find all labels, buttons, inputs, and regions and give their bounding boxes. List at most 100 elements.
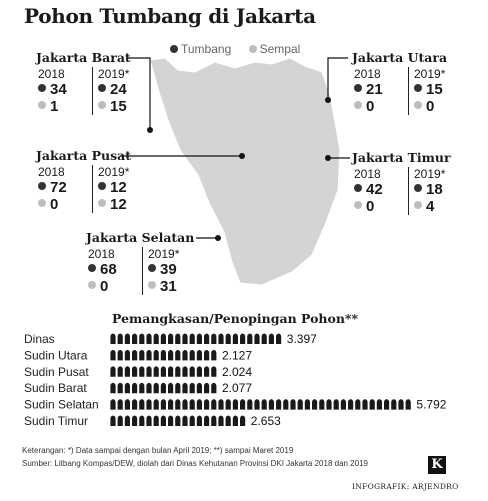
tumbang-value: 42 (354, 181, 408, 198)
light-dot-icon (354, 101, 362, 109)
bar-value-label: 3.397 (287, 332, 317, 346)
region-name: Jakarta Barat (36, 50, 131, 65)
tree-icon (211, 366, 217, 377)
tree-icon (355, 399, 361, 410)
tree-icon (146, 366, 152, 377)
sempal-value: 4 (414, 198, 468, 215)
tree-icon (254, 333, 260, 344)
tree-icon (239, 415, 246, 426)
year-2018-column: 2018 21 0 (352, 67, 408, 115)
tree-icon (203, 366, 210, 377)
tree-icon (117, 366, 123, 377)
map-shape (149, 57, 341, 286)
light-dot-icon (98, 101, 106, 109)
bar-value-label: 2.077 (222, 381, 252, 395)
note-keterangan: Keterangan: *) Data sampai dengan bulan … (22, 446, 294, 455)
map-marker-utara (325, 97, 331, 103)
region-jakarta-utara: Jakarta Utara 2018 21 0 2019* 15 0 (352, 50, 472, 115)
bar-value-label: 2.024 (222, 365, 252, 379)
tree-icon (167, 382, 174, 394)
tree-icon (167, 349, 174, 361)
year-label: 2019* (98, 165, 130, 179)
region-name: Jakarta Timur (352, 150, 451, 165)
tumbang-value: 12 (98, 179, 152, 196)
year-2018-column: 2018 68 0 (86, 247, 142, 295)
tree-icon (203, 415, 210, 426)
tree-icon (211, 333, 217, 344)
tree-icon (182, 415, 188, 426)
tree-icon (333, 399, 339, 410)
bar (110, 415, 246, 426)
tree-icon (304, 399, 311, 410)
tree-icon (225, 333, 231, 344)
tree-icon (225, 399, 231, 410)
tree-icon (153, 382, 159, 394)
year-2019-column: 2019* 18 4 (408, 167, 468, 215)
tree-icon (347, 399, 354, 410)
legend-sempal: Sempal (248, 42, 300, 56)
light-dot-icon (38, 199, 46, 207)
sempal-value: 12 (98, 196, 152, 213)
tree-icon (175, 349, 181, 361)
tree-icon (131, 415, 138, 426)
year-2018-column: 2018 72 0 (36, 165, 92, 213)
bar (110, 399, 411, 410)
year-2018-column: 2018 34 1 (36, 67, 92, 115)
tree-icon (117, 415, 123, 426)
tree-icon (139, 382, 145, 394)
tree-icon (160, 382, 167, 394)
bar-category-label: Dinas (24, 332, 55, 346)
bar (110, 382, 217, 394)
tree-icon (326, 399, 332, 410)
tree-icon (131, 382, 138, 394)
dark-dot-icon (98, 182, 106, 190)
tree-icon (203, 333, 210, 344)
tree-icon (268, 399, 275, 410)
tree-icon (131, 366, 138, 377)
sempal-value: 0 (414, 98, 468, 115)
tree-icon (290, 399, 296, 410)
tree-icon (218, 333, 224, 344)
tree-icon (261, 399, 267, 410)
tumbang-value: 72 (38, 179, 92, 196)
tree-icon (153, 415, 159, 426)
tree-icon (383, 399, 390, 410)
bar-value-label: 2.127 (222, 348, 252, 362)
tree-icon (139, 333, 145, 344)
sempal-value: 0 (354, 98, 408, 115)
tree-icon (153, 366, 159, 377)
bar-category-label: Sudin Utara (24, 348, 88, 362)
tree-icon (203, 349, 210, 361)
tree-icon (110, 399, 116, 410)
region-jakarta-pusat: Jakarta Pusat 2018 72 0 2019* 12 12 (36, 148, 156, 213)
tree-icon (261, 333, 267, 344)
map-marker-pusat (239, 153, 245, 159)
bar-category-label: Sudin Pusat (24, 365, 89, 379)
tree-icon (218, 415, 224, 426)
tree-icon (124, 415, 131, 426)
map-marker-selatan (215, 235, 221, 241)
tree-icon (146, 399, 152, 410)
tree-icon (139, 349, 145, 361)
tree-icon (376, 399, 383, 410)
tree-icon (117, 349, 123, 361)
tree-icon (203, 399, 210, 410)
tree-icon (146, 415, 152, 426)
tree-icon (182, 399, 188, 410)
light-dot-icon (248, 45, 257, 53)
tree-icon (311, 399, 318, 410)
bar (110, 333, 282, 344)
tumbang-value: 39 (148, 261, 202, 278)
tree-icon (124, 333, 131, 344)
tree-icon (211, 382, 217, 394)
bar-value-label: 2.653 (251, 414, 281, 428)
tree-icon (160, 333, 167, 344)
tumbang-value: 68 (88, 261, 142, 278)
tree-icon (117, 333, 123, 344)
tree-icon (189, 349, 195, 361)
tree-icon (196, 399, 203, 410)
tree-icon (189, 415, 195, 426)
tree-icon (124, 366, 131, 377)
tree-icon (189, 382, 195, 394)
year-2019-column: 2019* 12 12 (92, 165, 152, 213)
